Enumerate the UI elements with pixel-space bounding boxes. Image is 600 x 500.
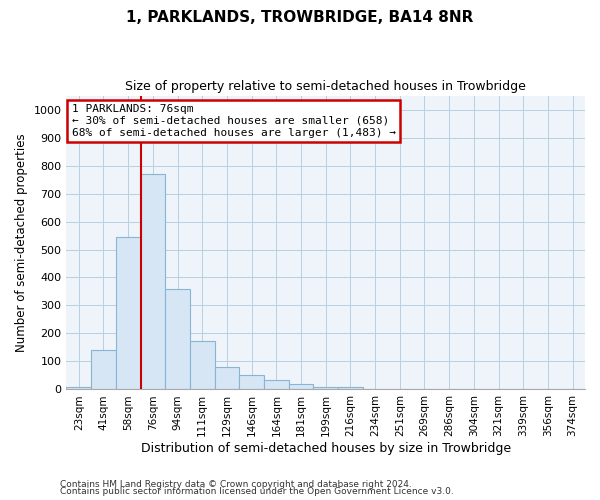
Y-axis label: Number of semi-detached properties: Number of semi-detached properties <box>15 133 28 352</box>
Text: 1 PARKLANDS: 76sqm
← 30% of semi-detached houses are smaller (658)
68% of semi-d: 1 PARKLANDS: 76sqm ← 30% of semi-detache… <box>71 104 395 138</box>
Text: Contains HM Land Registry data © Crown copyright and database right 2024.: Contains HM Land Registry data © Crown c… <box>60 480 412 489</box>
Bar <box>140 174 165 390</box>
Text: Contains public sector information licensed under the Open Government Licence v3: Contains public sector information licen… <box>60 488 454 496</box>
Bar <box>289 384 313 390</box>
Bar <box>91 350 116 390</box>
Bar <box>239 375 264 390</box>
Bar <box>190 342 215 390</box>
Bar <box>313 386 338 390</box>
X-axis label: Distribution of semi-detached houses by size in Trowbridge: Distribution of semi-detached houses by … <box>140 442 511 455</box>
Text: 1, PARKLANDS, TROWBRIDGE, BA14 8NR: 1, PARKLANDS, TROWBRIDGE, BA14 8NR <box>127 10 473 25</box>
Bar <box>67 387 91 390</box>
Bar <box>215 366 239 390</box>
Bar <box>264 380 289 390</box>
Bar <box>338 388 363 390</box>
Bar <box>116 237 140 390</box>
Title: Size of property relative to semi-detached houses in Trowbridge: Size of property relative to semi-detach… <box>125 80 526 93</box>
Bar <box>165 290 190 390</box>
Bar <box>363 389 388 390</box>
